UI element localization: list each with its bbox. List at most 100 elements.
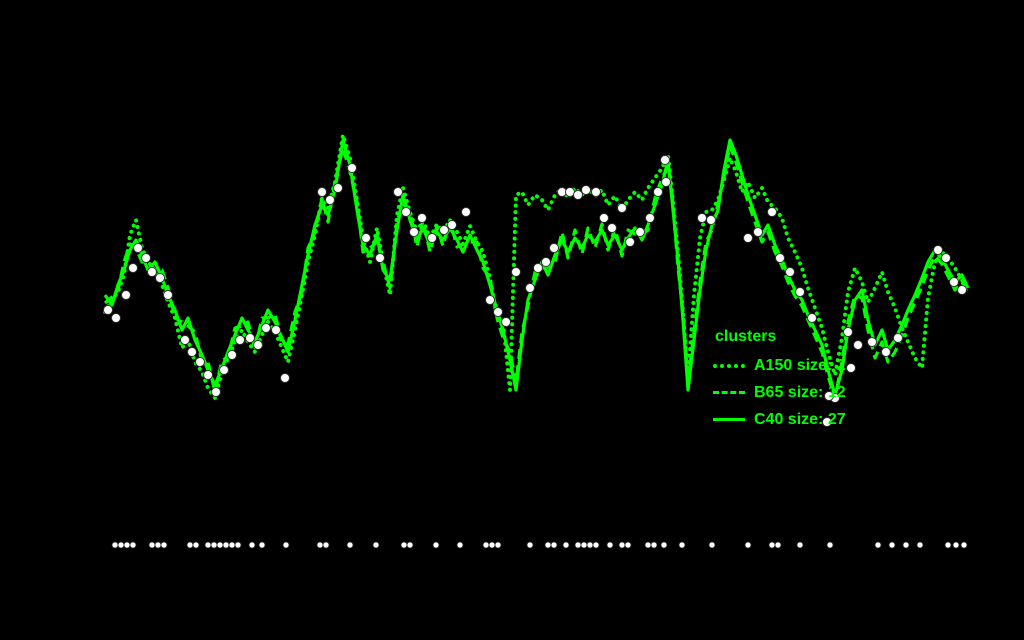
data-point-marker (401, 207, 411, 217)
data-point-marker (599, 213, 609, 223)
data-point-marker (427, 233, 437, 243)
rug-dot (372, 541, 380, 549)
data-point-marker (846, 363, 856, 373)
rug-dot (592, 541, 600, 549)
rug-dot (482, 541, 490, 549)
rug-dot (222, 541, 230, 549)
data-point-marker (227, 350, 237, 360)
data-point-marker (525, 283, 535, 293)
data-point-marker (867, 337, 877, 347)
rug-dot (129, 541, 137, 549)
data-point-marker (501, 317, 511, 327)
rug-dot (210, 541, 218, 549)
data-point-marker (485, 295, 495, 305)
data-point-marker (660, 155, 670, 165)
data-point-marker (141, 253, 151, 263)
rug-dot (562, 541, 570, 549)
data-point-marker (617, 203, 627, 213)
data-point-marker (393, 187, 403, 197)
data-point-marker (893, 333, 903, 343)
data-point-marker (511, 267, 521, 277)
data-point-marker (653, 187, 663, 197)
rug-dot (234, 541, 242, 549)
data-point-marker (211, 387, 221, 397)
data-point-marker (881, 347, 891, 357)
data-point-marker (533, 263, 543, 273)
rug-dot (488, 541, 496, 549)
rug-dot (708, 541, 716, 549)
rug-dot (826, 541, 834, 549)
data-point-marker (187, 347, 197, 357)
rug-dot (526, 541, 534, 549)
rug-dot (660, 541, 668, 549)
rug-dot (160, 541, 168, 549)
data-point-marker (843, 327, 853, 337)
rug-dot (258, 541, 266, 549)
rug-dot (952, 541, 960, 549)
rug-dot (406, 541, 414, 549)
data-point-marker (957, 285, 967, 295)
rug-dot (228, 541, 236, 549)
data-point-marker (180, 335, 190, 345)
data-point-marker (573, 190, 583, 200)
rug-dot (192, 541, 200, 549)
data-point-marker (155, 273, 165, 283)
data-point-marker (549, 243, 559, 253)
rug-dot (248, 541, 256, 549)
data-point-marker (121, 290, 131, 300)
data-point-marker (795, 287, 805, 297)
data-point-marker (111, 313, 121, 323)
rug-dot (574, 541, 582, 549)
data-point-marker (103, 305, 113, 315)
data-point-marker (147, 267, 157, 277)
rug-dot (644, 541, 652, 549)
data-point-marker (439, 225, 449, 235)
data-point-marker (775, 253, 785, 263)
data-point-marker (949, 277, 959, 287)
rug-dot (586, 541, 594, 549)
data-point-marker (753, 227, 763, 237)
data-point-marker (325, 195, 335, 205)
rug-dot (316, 541, 324, 549)
data-point-marker (375, 253, 385, 263)
data-point-marker (822, 417, 832, 427)
rug-dot (550, 541, 558, 549)
rug-dot (117, 541, 125, 549)
data-point-marker (417, 213, 427, 223)
data-point-marker (333, 183, 343, 193)
data-point-marker (219, 365, 229, 375)
data-point-marker (317, 187, 327, 197)
rug-dot (494, 541, 502, 549)
rug-dot (432, 541, 440, 549)
data-point-marker (203, 370, 213, 380)
rug-dot (902, 541, 910, 549)
rug-dot (944, 541, 952, 549)
data-point-marker (245, 333, 255, 343)
rug-dot (186, 541, 194, 549)
data-point-marker (697, 213, 707, 223)
rug-dot (874, 541, 882, 549)
rug-dot (216, 541, 224, 549)
data-point-marker (261, 323, 271, 333)
data-point-marker (625, 237, 635, 247)
data-point-marker (461, 207, 471, 217)
rug-dot (960, 541, 968, 549)
rug-dot (204, 541, 212, 549)
data-point-marker (447, 220, 457, 230)
data-point-marker (271, 325, 281, 335)
data-point-marker (541, 257, 551, 267)
data-point-marker (853, 340, 863, 350)
data-point-marker (591, 187, 601, 197)
rug-dot (282, 541, 290, 549)
rug-dot (400, 541, 408, 549)
rug-dot (768, 541, 776, 549)
rug-dot (322, 541, 330, 549)
rug-dot (154, 541, 162, 549)
data-point-marker (933, 245, 943, 255)
rug-dot (580, 541, 588, 549)
rug-dot (456, 541, 464, 549)
rug-dot (148, 541, 156, 549)
data-point-marker (493, 307, 503, 317)
